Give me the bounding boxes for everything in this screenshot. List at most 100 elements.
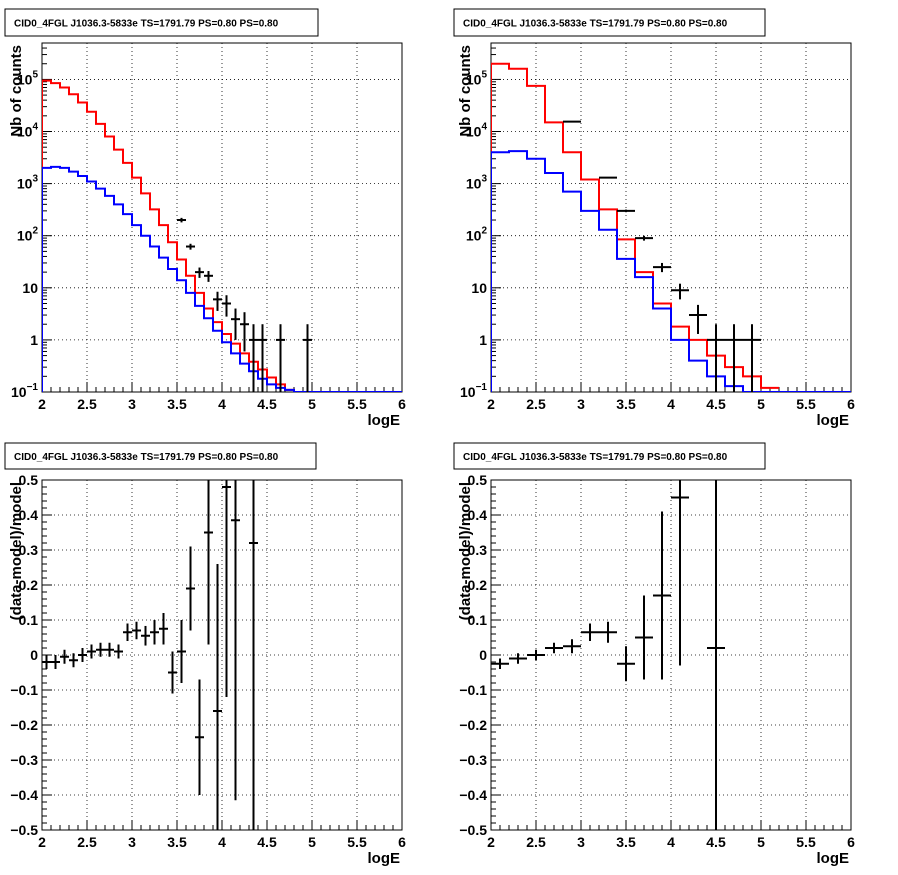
x-tick-label: 2: [38, 396, 46, 412]
x-tick-label: 5: [308, 396, 316, 412]
data-point: [87, 644, 96, 659]
series-layer: [42, 79, 402, 392]
data-point: [150, 620, 159, 645]
y-tick-base: 1: [479, 332, 487, 348]
data-point: [249, 324, 258, 392]
panel-bottom-left: CID0_4FGL J1036.3-5833e TS=1791.79 PS=0.…: [4, 442, 406, 867]
chart-title: CID0_4FGL J1036.3-5833e TS=1791.79 PS=0.…: [14, 452, 279, 463]
data-point: [195, 679, 204, 795]
x-tick-label: 5.5: [347, 396, 367, 412]
data-point: [213, 291, 222, 311]
x-axis-label: logE: [817, 412, 850, 429]
data-point: [599, 176, 617, 179]
data-point: [231, 480, 240, 801]
y-tick-base: 10: [466, 71, 482, 87]
data-point: [105, 642, 114, 657]
y-tick-label: 0.3: [468, 542, 488, 558]
data-point: [563, 639, 581, 654]
panel-bottom-right: CID0_4FGL J1036.3-5833e TS=1791.79 PS=0.…: [453, 442, 855, 867]
data-point: [123, 623, 132, 641]
y-tick-base: 10: [466, 176, 482, 192]
title-box: [4, 442, 317, 470]
y-tick-label: 102: [17, 226, 39, 244]
x-tick-label: 4: [218, 834, 226, 850]
x-tick-label: 2.5: [526, 396, 546, 412]
y-tick-base: 10: [17, 71, 33, 87]
y-tick-base: 1: [30, 332, 38, 348]
x-tick-label: 2: [487, 396, 495, 412]
data-point: [617, 646, 635, 682]
y-tick-exponent: 5: [481, 69, 487, 80]
y-tick-label: −0.4: [459, 787, 487, 803]
x-tick-label: 5.5: [796, 834, 816, 850]
series-model-component: [491, 150, 851, 392]
data-point: [240, 312, 249, 352]
data-point: [599, 621, 617, 643]
x-tick-label: 6: [398, 834, 406, 850]
y-tick-label: 0.3: [19, 542, 39, 558]
x-axis-label: logE: [368, 412, 401, 429]
y-tick-label: 103: [466, 174, 488, 192]
x-tick-label: 6: [847, 396, 855, 412]
data-point: [78, 648, 87, 662]
data-point: [186, 546, 195, 631]
y-tick-exponent: 4: [32, 122, 38, 133]
y-tick-label: −0.2: [459, 717, 487, 733]
y-tick-label: 10−1: [11, 382, 38, 400]
panel-top-right: CID0_4FGL J1036.3-5833e TS=1791.79 PS=0.…: [453, 8, 855, 429]
x-axis-label: logE: [817, 850, 850, 867]
y-tick-base: 10: [466, 228, 482, 244]
data-point: [204, 271, 213, 282]
x-tick-label: 3.5: [167, 396, 187, 412]
data-point: [276, 324, 285, 392]
data-point: [159, 613, 168, 645]
y-tick-label: 102: [466, 226, 488, 244]
data-point: [545, 642, 563, 654]
data-point: [707, 480, 725, 830]
y-axis-label: Nb of counts: [457, 45, 474, 137]
y-tick-label: 0.2: [19, 577, 39, 593]
x-tick-label: 2.5: [77, 834, 97, 850]
data-point: [689, 304, 707, 334]
data-point: [617, 209, 635, 213]
x-tick-label: 3.5: [616, 834, 636, 850]
chart-title: CID0_4FGL J1036.3-5833e TS=1791.79 PS=0.…: [463, 19, 728, 30]
x-tick-label: 3: [128, 396, 136, 412]
data-point: [509, 653, 527, 664]
y-tick-label: −0.3: [459, 752, 487, 768]
data-point: [96, 642, 105, 657]
y-tick-base: 10: [17, 124, 33, 140]
x-tick-label: 5: [308, 834, 316, 850]
x-tick-label: 4.5: [706, 834, 726, 850]
data-point: [177, 217, 186, 223]
data-point: [491, 658, 509, 669]
chart-title: CID0_4FGL J1036.3-5833e TS=1791.79 PS=0.…: [463, 452, 728, 463]
y-tick-label: 0.2: [468, 577, 488, 593]
y-tick-label: 0.4: [19, 507, 39, 523]
data-point: [743, 324, 761, 392]
x-tick-label: 4.5: [706, 396, 726, 412]
y-tick-label: −0.3: [10, 752, 38, 768]
data-point: [168, 651, 177, 694]
data-point: [60, 649, 69, 664]
data-point: [141, 625, 150, 646]
x-tick-label: 5: [757, 396, 765, 412]
x-tick-label: 3.5: [616, 396, 636, 412]
data-point: [204, 480, 213, 645]
y-tick-label: 103: [17, 174, 39, 192]
y-tick-label: −0.4: [10, 787, 38, 803]
y-axis-label: (data-model)/model: [8, 482, 25, 620]
x-tick-label: 3.5: [167, 834, 187, 850]
series-layer: [42, 480, 258, 830]
x-tick-label: 4.5: [257, 396, 277, 412]
data-point: [303, 324, 312, 392]
y-tick-label: 1: [30, 332, 38, 348]
x-tick-label: 2.5: [526, 834, 546, 850]
data-point: [186, 243, 195, 250]
series-model-total: [42, 79, 312, 392]
series-model-component: [42, 165, 402, 392]
x-tick-label: 6: [847, 834, 855, 850]
x-tick-label: 4: [218, 396, 226, 412]
data-point: [222, 480, 231, 697]
